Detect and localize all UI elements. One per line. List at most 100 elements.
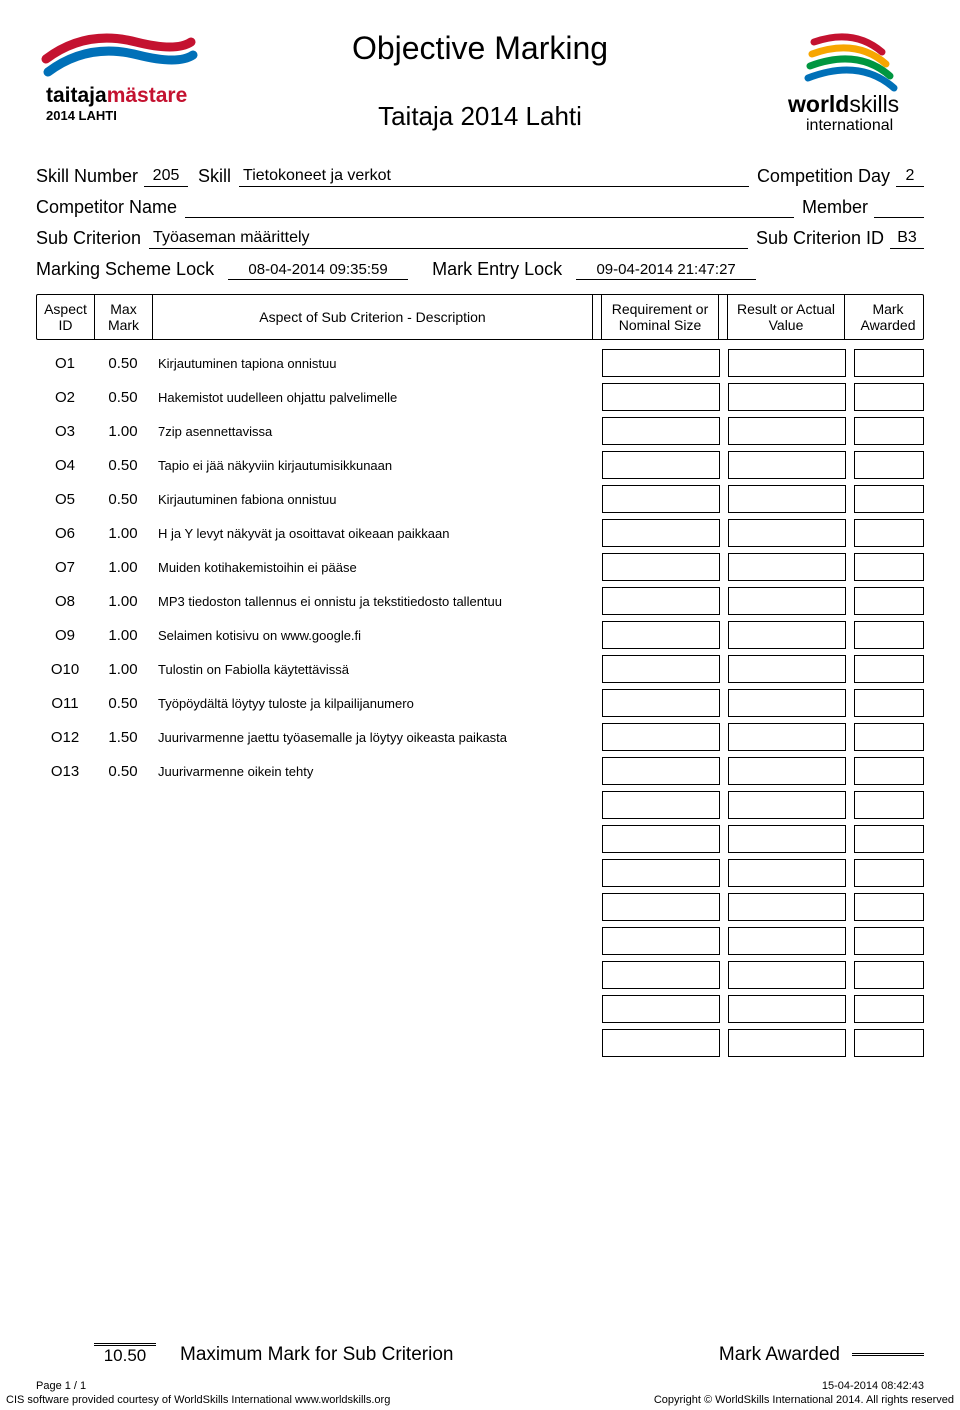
cell-max-mark <box>94 822 152 856</box>
max-mark-label: Maximum Mark for Sub Criterion <box>180 1344 453 1366</box>
footer-page: Page 1 / 1 <box>36 1380 86 1392</box>
competition-day-value: 2 <box>896 167 924 187</box>
cell-awarded <box>854 621 924 649</box>
cell-awarded <box>854 927 924 955</box>
cell-aspect-id <box>36 924 94 958</box>
cell-aspect-id <box>36 992 94 1026</box>
cell-max-mark: 1.00 <box>94 516 152 550</box>
table-row: O130.50Juurivarmenne oikein tehty <box>36 754 924 788</box>
cell-awarded <box>854 995 924 1023</box>
skill-number-label: Skill Number <box>36 166 138 187</box>
col-max-mark: Max Mark <box>95 295 153 339</box>
svg-text:2014 LAHTI: 2014 LAHTI <box>46 108 117 123</box>
cell-aspect-id: O7 <box>36 550 94 584</box>
cell-awarded <box>854 587 924 615</box>
cell-result <box>728 791 846 819</box>
cell-description <box>152 924 594 958</box>
cell-requirement <box>602 927 720 955</box>
cell-max-mark: 1.00 <box>94 584 152 618</box>
sub-criterion-value: Työaseman määrittely <box>149 229 748 249</box>
cell-description: 7zip asennettavissa <box>152 414 594 448</box>
table-row: O10.50Kirjautuminen tapiona onnistuu <box>36 346 924 380</box>
mark-awarded-line <box>852 1353 924 1356</box>
cell-max-mark <box>94 958 152 992</box>
col-aspect-id: Aspect ID <box>37 295 95 339</box>
cell-max-mark: 0.50 <box>94 686 152 720</box>
cell-max-mark: 0.50 <box>94 346 152 380</box>
cell-max-mark: 0.50 <box>94 754 152 788</box>
cell-result <box>728 553 846 581</box>
cell-result <box>728 383 846 411</box>
cell-description <box>152 856 594 890</box>
cell-max-mark <box>94 924 152 958</box>
table-row <box>36 856 924 890</box>
cell-result <box>728 1029 846 1057</box>
cell-description: Kirjautuminen fabiona onnistuu <box>152 482 594 516</box>
footer: Page 1 / 1 15-04-2014 08:42:43 CIS softw… <box>0 1380 960 1410</box>
cell-description: Selaimen kotisivu on www.google.fi <box>152 618 594 652</box>
cell-awarded <box>854 485 924 513</box>
col-awarded: Mark Awarded <box>853 295 923 339</box>
skill-label: Skill <box>198 166 231 187</box>
cell-awarded <box>854 383 924 411</box>
footer-timestamp: 15-04-2014 08:42:43 <box>822 1380 924 1392</box>
cell-aspect-id: O1 <box>36 346 94 380</box>
table-row: O20.50Hakemistot uudelleen ohjattu palve… <box>36 380 924 414</box>
cell-description <box>152 890 594 924</box>
svg-text:worldskills: worldskills <box>787 91 899 117</box>
cell-requirement <box>602 859 720 887</box>
cell-result <box>728 757 846 785</box>
meta-block: Skill Number 205 Skill Tietokoneet ja ve… <box>36 166 924 280</box>
cell-requirement <box>602 587 720 615</box>
cell-requirement <box>602 791 720 819</box>
taitaja-logo: taitajamästare 2014 LAHTI <box>36 24 206 144</box>
cell-result <box>728 927 846 955</box>
table-row <box>36 1026 924 1060</box>
cell-requirement <box>602 961 720 989</box>
cell-max-mark: 1.50 <box>94 720 152 754</box>
table-row: O81.00MP3 tiedoston tallennus ei onnistu… <box>36 584 924 618</box>
col-requirement: Requirement or Nominal Size <box>601 295 719 339</box>
competitor-name-value <box>185 216 794 218</box>
max-total-value: 10.50 <box>94 1346 156 1366</box>
cell-result <box>728 655 846 683</box>
marking-sheet: taitajamästare 2014 LAHTI Objective Mark… <box>0 0 960 1410</box>
cell-max-mark <box>94 788 152 822</box>
cell-description <box>152 958 594 992</box>
cell-aspect-id: O4 <box>36 448 94 482</box>
cell-description <box>152 788 594 822</box>
mark-entry-lock-label: Mark Entry Lock <box>432 259 562 280</box>
cell-max-mark: 1.00 <box>94 652 152 686</box>
cell-description: Juurivarmenne oikein tehty <box>152 754 594 788</box>
cell-result <box>728 519 846 547</box>
cell-aspect-id: O10 <box>36 652 94 686</box>
cell-result <box>728 859 846 887</box>
table-row <box>36 890 924 924</box>
col-result: Result or Actual Value <box>727 295 845 339</box>
table-row: O71.00Muiden kotihakemistoihin ei pääse <box>36 550 924 584</box>
cell-aspect-id: O5 <box>36 482 94 516</box>
cell-aspect-id <box>36 890 94 924</box>
cell-result <box>728 485 846 513</box>
cell-result <box>728 417 846 445</box>
cell-result <box>728 621 846 649</box>
cell-max-mark: 0.50 <box>94 448 152 482</box>
table-row: O61.00H ja Y levyt näkyvät ja osoittavat… <box>36 516 924 550</box>
header: taitajamästare 2014 LAHTI Objective Mark… <box>36 24 924 144</box>
cell-max-mark: 0.50 <box>94 482 152 516</box>
cell-awarded <box>854 893 924 921</box>
sub-criterion-id-label: Sub Criterion ID <box>756 228 884 249</box>
cell-result <box>728 825 846 853</box>
cell-requirement <box>602 451 720 479</box>
cell-aspect-id <box>36 1026 94 1060</box>
cell-awarded <box>854 961 924 989</box>
cell-requirement <box>602 825 720 853</box>
sub-criterion-label: Sub Criterion <box>36 228 141 249</box>
member-label: Member <box>802 197 868 218</box>
cell-aspect-id: O6 <box>36 516 94 550</box>
cell-max-mark <box>94 890 152 924</box>
cell-description: H ja Y levyt näkyvät ja osoittavat oikea… <box>152 516 594 550</box>
cell-result <box>728 689 846 717</box>
table-row: O31.007zip asennettavissa <box>36 414 924 448</box>
cell-description: Työpöydältä löytyy tuloste ja kilpailija… <box>152 686 594 720</box>
